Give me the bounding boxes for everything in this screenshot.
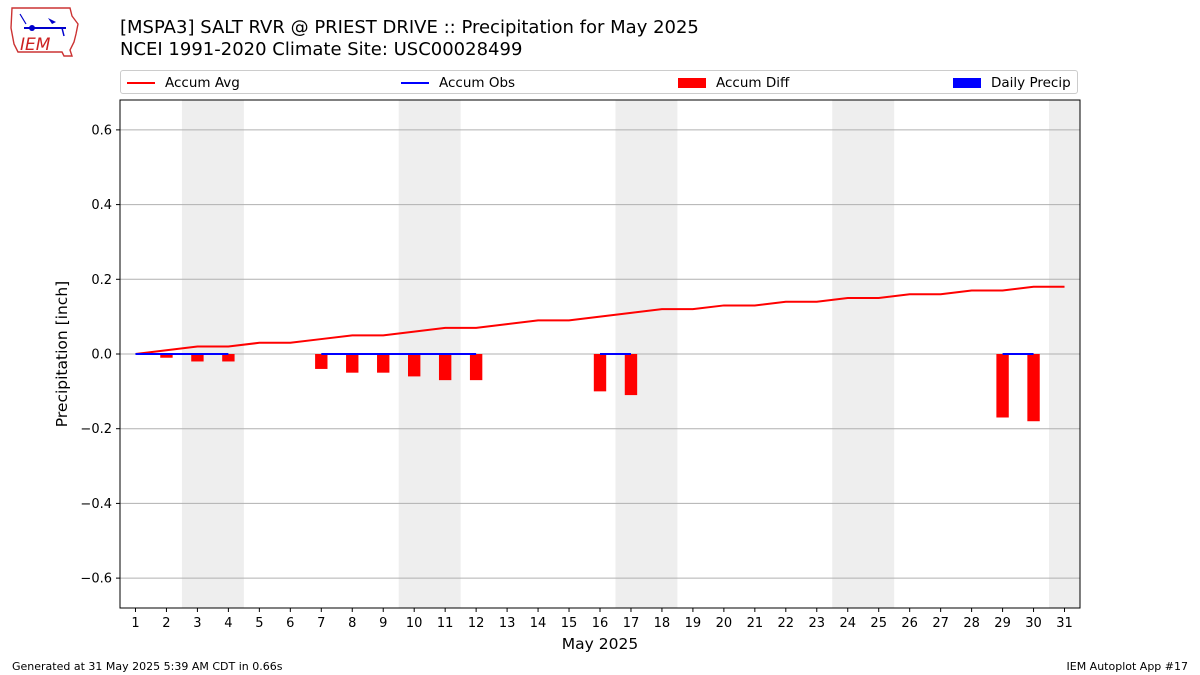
accum-diff-bar [438,354,452,381]
accum-diff-bar [191,354,204,362]
legend-label-accum-avg: Accum Avg [165,74,240,91]
y-tick-label: 0.2 [91,273,112,288]
accum-diff-bar [160,354,173,358]
legend-swatch-accum-avg [127,81,155,84]
x-tick-label: 18 [654,616,671,631]
legend-item-accum-obs: Accum Obs [401,74,515,91]
x-tick-label: 13 [499,616,516,631]
x-axis-ticks: 1 2 3 4 5 6 7 8 9 10 11 12 13 14 15 16 17 18 19 20 21 22 23 24 2… [131,608,1073,631]
chart-subtitle: NCEI 1991-2020 Climate Site: USC00028499 [120,39,523,60]
legend-label-daily-precip: Daily Precip [991,74,1071,91]
x-tick-label: 2 [162,616,170,631]
x-tick-label: 23 [809,616,826,631]
legend-item-daily-precip: Daily Precip [953,74,1071,91]
legend-swatch-accum-diff [678,77,706,88]
x-tick-label: 30 [1025,616,1042,631]
accum-avg-line [135,285,1065,355]
x-tick-label: 29 [994,616,1011,631]
x-tick-label: 8 [348,616,356,631]
y-tick-label: −0.4 [80,497,112,512]
chart-legend: Accum Avg Accum Obs Accum Diff Daily Pre… [120,70,1078,94]
y-tick-label: 0.6 [91,123,112,138]
x-tick-label: 21 [747,616,764,631]
x-tick-label: 27 [932,616,949,631]
x-tick-label: 24 [839,616,856,631]
x-tick-label: 10 [406,616,423,631]
accum-diff-bars [160,354,1040,422]
footer-generated: Generated at 31 May 2025 5:39 AM CDT in … [12,660,283,673]
accum-diff-bar [996,354,1009,418]
accum-diff-bar [315,354,328,369]
legend-label-accum-diff: Accum Diff [716,74,790,91]
x-tick-label: 22 [778,616,795,631]
x-tick-label: 28 [963,616,980,631]
logo-text: IEM [20,35,51,55]
x-tick-label: 14 [530,616,547,631]
series-lines [135,285,1065,355]
y-tick-label: 0.4 [91,198,112,213]
y-tick-label: −0.6 [80,572,112,587]
x-tick-label: 16 [592,616,609,631]
x-tick-label: 7 [317,616,325,631]
x-tick-label: 11 [437,616,454,631]
x-tick-label: 19 [685,616,702,631]
grid-lines [120,129,1080,579]
legend-item-accum-avg: Accum Avg [127,74,240,91]
x-tick-label: 3 [193,616,201,631]
x-tick-label: 9 [379,616,387,631]
x-axis-label: May 2025 [562,635,638,653]
x-tick-label: 26 [901,616,918,631]
y-tick-label: 0.0 [91,348,112,363]
x-tick-label: 15 [561,616,578,631]
y-tick-label: −0.2 [80,422,112,437]
accum-diff-bar [469,354,483,381]
x-tick-label: 6 [286,616,294,631]
footer-app: IEM Autoplot App #17 [1066,660,1189,673]
accum-diff-bar [1027,354,1040,422]
iem-logo: IEM [10,7,79,57]
y-axis-ticks: −0.6 −0.4 −0.2 0.0 0.2 0.4 0.6 [80,123,120,587]
y-axis-label: Precipitation [inch] [53,281,71,427]
accum-diff-bar [346,354,359,373]
x-tick-label: 25 [870,616,887,631]
legend-swatch-accum-obs [401,81,429,84]
x-tick-label: 12 [468,616,485,631]
accum-diff-bar [377,354,390,373]
accum-diff-bar [593,354,607,392]
legend-swatch-daily-precip [953,77,981,88]
x-tick-label: 31 [1056,616,1073,631]
accum-diff-bar [408,354,421,377]
legend-label-accum-obs: Accum Obs [439,74,516,91]
accum-diff-bar [624,354,638,396]
x-tick-label: 20 [716,616,733,631]
x-tick-label: 4 [224,616,232,631]
legend-item-accum-diff: Accum Diff [678,74,789,91]
x-tick-label: 5 [255,616,263,631]
accum-diff-bar [222,354,235,362]
x-tick-label: 1 [131,616,139,631]
x-tick-label: 17 [623,616,640,631]
chart-title: [MSPA3] SALT RVR @ PRIEST DRIVE :: Preci… [120,17,699,38]
